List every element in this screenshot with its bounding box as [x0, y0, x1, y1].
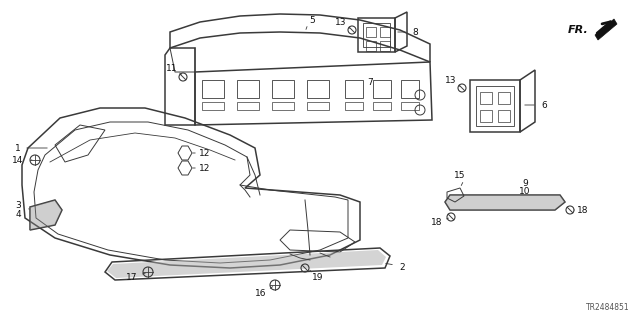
Bar [480, 110, 492, 122]
Bar [373, 80, 391, 98]
Bar [380, 27, 390, 37]
Bar [498, 110, 510, 122]
Bar [498, 92, 510, 104]
Bar [373, 102, 391, 110]
Text: 16: 16 [255, 289, 267, 298]
Text: 13: 13 [335, 18, 347, 27]
Bar [366, 41, 376, 51]
Bar [202, 80, 224, 98]
Text: 13: 13 [445, 76, 457, 84]
Bar [380, 41, 390, 51]
Text: FR.: FR. [568, 25, 589, 35]
Text: 7: 7 [367, 77, 373, 86]
Polygon shape [445, 195, 565, 210]
Bar [237, 80, 259, 98]
Text: 19: 19 [312, 274, 324, 283]
Text: 8: 8 [412, 28, 418, 36]
Text: 17: 17 [126, 273, 138, 282]
Bar [366, 27, 376, 37]
Bar [401, 80, 419, 98]
Text: 4: 4 [15, 210, 21, 219]
Text: 6: 6 [541, 100, 547, 109]
Bar [480, 92, 492, 104]
Text: 12: 12 [199, 148, 211, 157]
Text: 12: 12 [199, 164, 211, 172]
Polygon shape [30, 200, 62, 230]
Bar [272, 102, 294, 110]
Polygon shape [595, 19, 617, 40]
Text: 5: 5 [309, 15, 315, 25]
Bar [272, 80, 294, 98]
Bar [345, 80, 363, 98]
Text: 18: 18 [577, 205, 589, 214]
Text: 9: 9 [522, 179, 528, 188]
Text: 11: 11 [166, 63, 178, 73]
Text: 1: 1 [15, 143, 21, 153]
Bar [307, 80, 329, 98]
Text: 3: 3 [15, 201, 21, 210]
Polygon shape [107, 250, 386, 278]
Bar [345, 102, 363, 110]
Text: 18: 18 [431, 218, 443, 227]
Text: 2: 2 [399, 263, 405, 273]
Text: 10: 10 [519, 187, 531, 196]
Text: TR2484851: TR2484851 [586, 303, 630, 312]
Text: 14: 14 [12, 156, 24, 164]
Bar [307, 102, 329, 110]
Bar [202, 102, 224, 110]
Bar [401, 102, 419, 110]
Bar [237, 102, 259, 110]
Text: 15: 15 [454, 171, 466, 180]
